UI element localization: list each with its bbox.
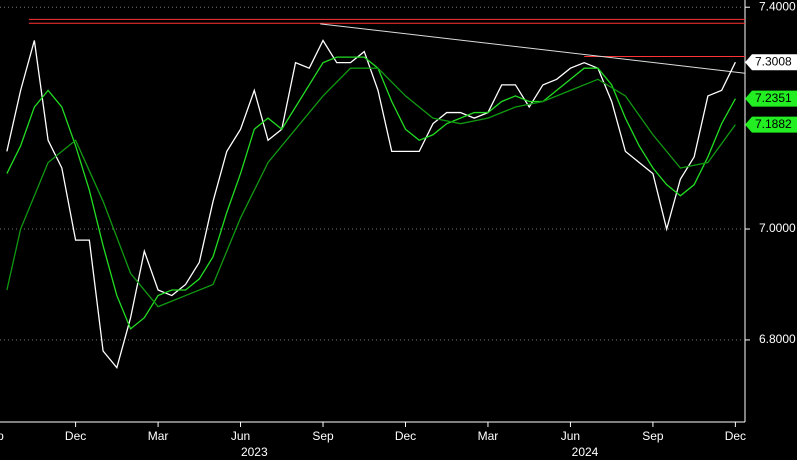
series-line (6, 56, 736, 330)
x-tick-label: Mar (148, 429, 169, 443)
end-label-box (745, 90, 797, 107)
y-tick-label: 7.0000 (759, 221, 796, 235)
x-tick-label: Sep (0, 429, 4, 443)
end-label-box (745, 116, 797, 133)
reference-line (320, 23, 746, 74)
x-tick-label: Dec (725, 429, 746, 443)
end-label: 7.1882 (755, 117, 792, 131)
x-tick-label: Jun (231, 429, 250, 443)
series-line (6, 39, 736, 370)
end-label: 7.3008 (755, 54, 792, 68)
x-tick-label: Jun (561, 429, 580, 443)
y-tick-label: 6.8000 (759, 332, 796, 346)
year-label: 2023 (241, 445, 268, 459)
year-label: 2024 (572, 445, 599, 459)
end-label: 7.2351 (755, 91, 792, 105)
x-tick-label: Mar (478, 429, 499, 443)
x-tick-label: Dec (65, 429, 86, 443)
x-tick-label: Sep (312, 429, 334, 443)
end-label-box (745, 54, 797, 71)
x-tick-label: Dec (395, 429, 416, 443)
y-tick-label: 7.4000 (759, 0, 796, 13)
series-line (6, 67, 736, 308)
x-tick-label: Sep (642, 429, 664, 443)
